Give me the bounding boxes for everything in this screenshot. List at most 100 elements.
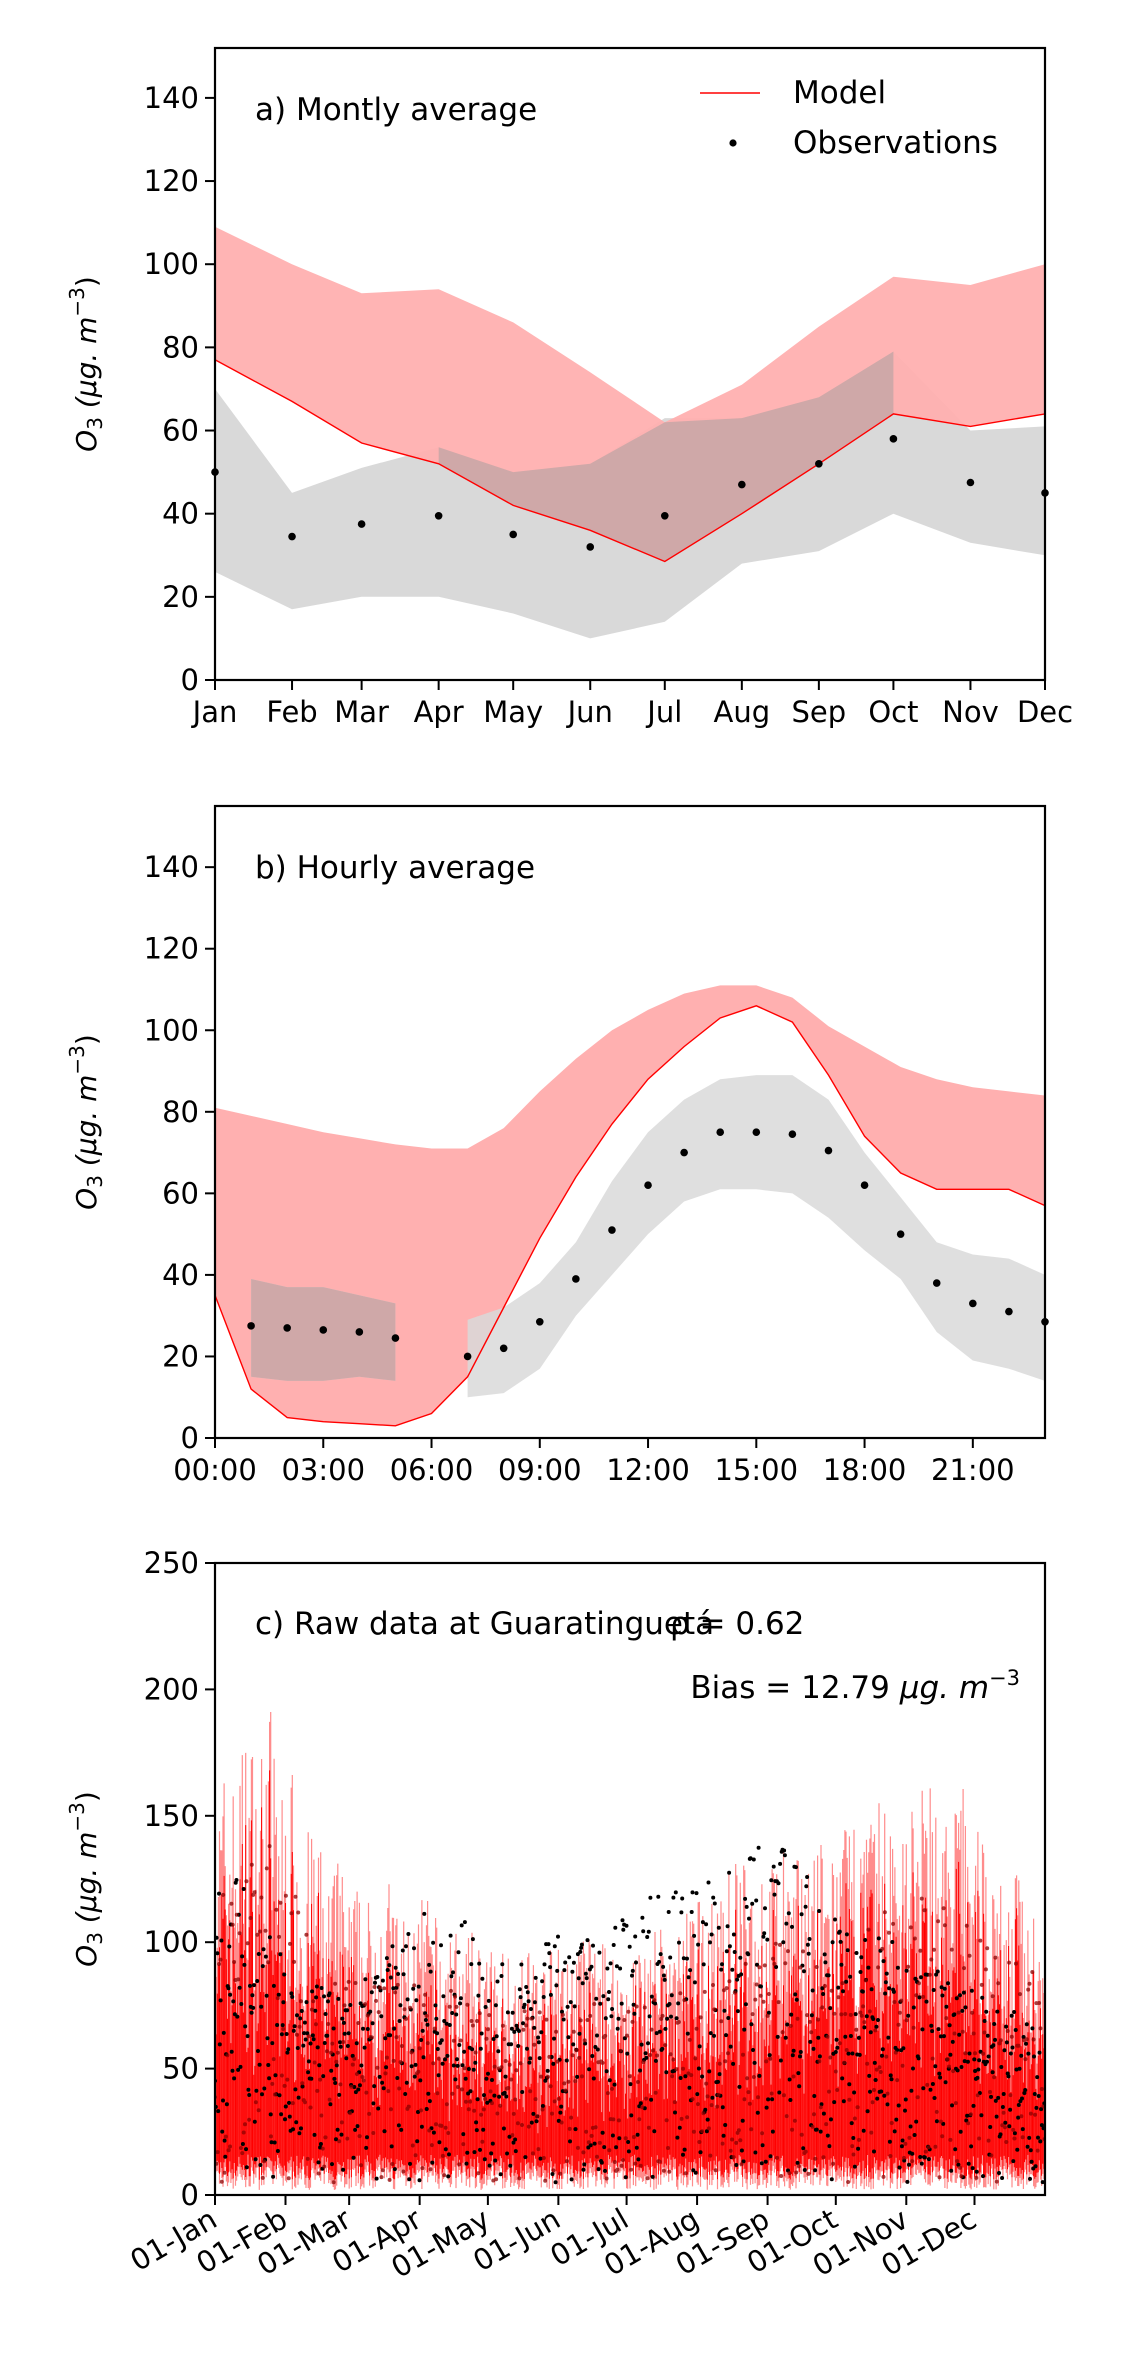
panel-b-ytick-label: 40 [162, 1258, 199, 1292]
panel-a-xtick-label: Jan [191, 695, 238, 729]
panel-b-obs-point [463, 1352, 472, 1361]
panel-b-obs-point [283, 1324, 291, 1332]
panel-c-axes-frame [213, 1561, 1047, 2197]
panel-a-legend: Model Observations [700, 75, 998, 161]
legend-model-label: Model [793, 75, 886, 111]
panel-a-xtick-label: Jun [566, 695, 613, 729]
panel-a-ytick-label: 80 [162, 330, 199, 364]
panel-b-xtick-label: 09:00 [498, 1453, 582, 1487]
panel-b-xtick-label: 21:00 [931, 1453, 1015, 1487]
panel-a-obs-point [434, 511, 443, 520]
panel-b-obs-point [680, 1148, 688, 1157]
panel-c-ytick-label: 100 [144, 1925, 199, 1959]
panel-a-monthly: 0 20 40 60 80 100 120 140 Jan Feb Mar Apr May Jun Jul… [65, 46, 1073, 729]
panel-a-overlap-band [438, 351, 894, 562]
panel-a-xtick-label: Oct [868, 695, 918, 729]
panel-a-xtick-label: Aug [714, 695, 771, 729]
panel-a-obs-point [660, 511, 669, 520]
panel-c-obs-points [215, 1845, 1045, 2185]
panel-a-obs-point [966, 478, 975, 487]
panel-c-ytick-label: 200 [144, 1672, 199, 1706]
panel-a-xtick-label: Sep [792, 695, 847, 729]
panel-a-ytick-label: 0 [181, 663, 199, 697]
panel-c-y-ticks: 0 50 100 150 200 250 [144, 1546, 215, 2212]
panel-b-obs-point [535, 1317, 544, 1326]
panel-b-ylabel: O3 (μg. m−3) [65, 1034, 107, 1210]
panel-a-obs-point [357, 520, 366, 528]
panel-a-obs-point [509, 530, 518, 539]
panel-a-xtick-label: May [483, 695, 543, 729]
panel-b-ytick-label: 120 [144, 932, 199, 966]
panel-a-model-band [215, 226, 1045, 562]
panel-b-ytick-label: 80 [162, 1095, 199, 1129]
panel-a-x-ticks: Jan Feb Mar Apr May Jun Jul Aug Sep Oct Nov Dec [191, 680, 1073, 729]
panel-b-obs-point [391, 1334, 400, 1342]
panel-c-ytick-label: 150 [144, 1799, 199, 1833]
panel-b-obs-point [932, 1279, 941, 1287]
panel-c-series [215, 1712, 1045, 2190]
panel-b-x-ticks: 00:00 03:00 06:00 09:00 12:00 15:00 18:00 21:00 [173, 1438, 1015, 1487]
panel-b-xtick-label: 12:00 [606, 1453, 690, 1487]
panel-b-xtick-label: 06:00 [390, 1453, 474, 1487]
panel-b-obs-point [824, 1146, 833, 1155]
panel-b-obs-point [572, 1275, 580, 1283]
panel-a-obs-point [889, 435, 898, 443]
panel-b-obs-point [860, 1181, 869, 1189]
panel-b-model-band [215, 985, 1045, 1426]
panel-a-obs-point [586, 543, 595, 551]
panel-b-xtick-label: 18:00 [823, 1453, 907, 1487]
legend-obs-swatch [729, 139, 737, 147]
panel-b-obs-point [752, 1128, 761, 1136]
panel-b-obs-point [319, 1326, 328, 1334]
panel-a-model-line [214, 359, 1046, 563]
panel-a-ytick-label: 20 [162, 580, 199, 614]
panel-a-marks [211, 226, 1049, 639]
panel-b-obs-point [896, 1230, 905, 1238]
panel-b-marks [214, 985, 1049, 1427]
panel-b-model-line [214, 1005, 1046, 1427]
legend-obs-label: Observations [793, 125, 998, 161]
panel-a-ylabel: O3 (μg. m−3) [65, 276, 107, 452]
panel-a-ytick-label: 120 [144, 164, 199, 198]
panel-b-hourly: 0 20 40 60 80 100 120 140 00:00 03:00 06:00 09:00 1… [65, 804, 1049, 1487]
panel-b-ytick-label: 140 [144, 850, 199, 884]
panel-b-obs-point [969, 1299, 977, 1308]
panel-a-xtick-label: Feb [266, 695, 317, 729]
panel-b-obs-point [499, 1344, 508, 1353]
panel-a-xtick-label: Mar [334, 695, 389, 729]
panel-a-ytick-label: 60 [162, 414, 199, 448]
panel-a-annotation: a) Montly average [255, 92, 537, 128]
panel-c-marks [215, 1712, 1045, 2190]
panel-b-y-ticks: 0 20 40 60 80 100 120 140 [144, 850, 215, 1455]
panel-a-xtick-label: Apr [414, 695, 464, 729]
panel-c-ylabel: O3 (μg. m−3) [65, 1791, 107, 1967]
panel-b-xtick-label: 03:00 [281, 1453, 365, 1487]
panel-b-ytick-label: 0 [181, 1421, 199, 1455]
panel-a-axes-frame [213, 46, 1047, 682]
panel-b-ytick-label: 100 [144, 1013, 199, 1047]
panel-c-annotation: c) Raw data at Guaratinguetá [255, 1606, 714, 1642]
panel-b-obs-point [355, 1328, 364, 1336]
panel-b-ytick-label: 20 [162, 1339, 199, 1373]
panel-b-obs-point [716, 1128, 725, 1136]
panel-a-obs-point [815, 459, 823, 468]
panel-a-ytick-label: 140 [144, 81, 199, 115]
panel-a-xtick-label: Nov [942, 695, 999, 729]
panel-b-obs-point [247, 1322, 255, 1330]
panel-b-obs-point [788, 1130, 797, 1139]
panel-a-ytick-label: 40 [162, 497, 199, 531]
panel-b-xtick-label: 15:00 [715, 1453, 799, 1487]
panel-c-bias: Bias = 12.79 μg. m−3 [690, 1666, 1020, 1706]
panel-b-obs-band [467, 1075, 1046, 1398]
panel-b-obs-point [608, 1226, 616, 1234]
panel-a-xtick-label: Jul [645, 695, 682, 729]
panel-b-ytick-label: 60 [162, 1176, 199, 1210]
panel-a-ytick-label: 100 [144, 247, 199, 281]
panel-a-y-ticks: 0 20 40 60 80 100 120 140 [144, 81, 215, 697]
panel-c-correlation: ρ = 0.62 [670, 1606, 804, 1642]
panel-b-obs-point [1005, 1307, 1013, 1316]
panel-b-xtick-label: 00:00 [173, 1453, 257, 1487]
panel-a-obs-point [288, 532, 296, 541]
panel-b-annotation: b) Hourly average [255, 850, 535, 886]
